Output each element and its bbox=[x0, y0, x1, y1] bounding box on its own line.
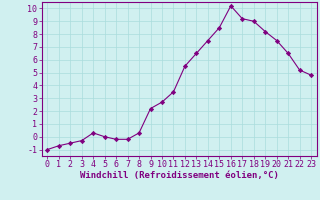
X-axis label: Windchill (Refroidissement éolien,°C): Windchill (Refroidissement éolien,°C) bbox=[80, 171, 279, 180]
